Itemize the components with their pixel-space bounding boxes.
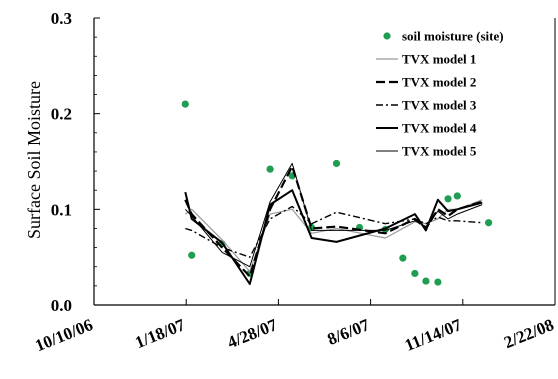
series-line-tvx-model-2 — [184, 165, 483, 278]
y-tick-label: 0.3 — [51, 9, 72, 28]
x-tick-label: 1/18/07 — [132, 315, 188, 352]
legend-marker-soil-moisture-site — [383, 32, 391, 40]
axes: 0.0 0.1 0.2 0.3 10/10/06 1/18/07 4/28/07 8/6/07… — [32, 9, 556, 355]
y-tick-label: 0.1 — [51, 200, 72, 219]
data-point-soil-moisture-site — [399, 254, 407, 262]
legend: soil moisture (site) TVX model 1 TVX model… — [376, 29, 504, 159]
data-point-soil-moisture-site — [411, 269, 419, 278]
x-tick-label: 8/6/07 — [325, 315, 373, 349]
series-group — [181, 100, 493, 286]
series-line-tvx-model-4 — [184, 189, 483, 285]
x-tick-label: 10/10/06 — [32, 315, 95, 355]
legend-label-tvx-model-5: TVX model 5 — [402, 144, 477, 159]
data-point-soil-moisture-site — [453, 192, 461, 200]
x-tick-label: 11/14/07 — [402, 315, 465, 355]
data-point-soil-moisture-site — [422, 277, 430, 285]
legend-label-tvx-model-3: TVX model 3 — [402, 98, 477, 113]
x-tick-label: 4/28/07 — [225, 315, 281, 352]
y-tick-label: 0.0 — [51, 296, 72, 315]
series-line-tvx-model-3 — [185, 205, 483, 258]
y-axis-label-group: Surface Soil Moisture — [24, 81, 44, 239]
data-point-soil-moisture-site — [188, 251, 196, 259]
series-line-tvx-model-1 — [184, 199, 483, 273]
data-point-soil-moisture-site — [332, 159, 341, 168]
data-point-soil-moisture-site — [434, 278, 442, 286]
x-tick-label: 2/22/08 — [501, 315, 556, 352]
legend-label-tvx-model-1: TVX model 1 — [402, 52, 476, 67]
data-point-soil-moisture-site — [444, 195, 452, 203]
data-point-soil-moisture-site — [266, 165, 274, 173]
legend-label-tvx-model-2: TVX model 2 — [402, 75, 476, 90]
legend-label-soil-moisture-site: soil moisture (site) — [402, 29, 504, 44]
data-point-soil-moisture-site — [181, 100, 189, 108]
series-line-tvx-model-5 — [184, 162, 483, 268]
legend-label-tvx-model-4: TVX model 4 — [402, 121, 477, 136]
data-point-soil-moisture-site — [485, 219, 493, 227]
y-tick-label: 0.2 — [51, 105, 72, 124]
y-axis-label: Surface Soil Moisture — [24, 81, 44, 239]
